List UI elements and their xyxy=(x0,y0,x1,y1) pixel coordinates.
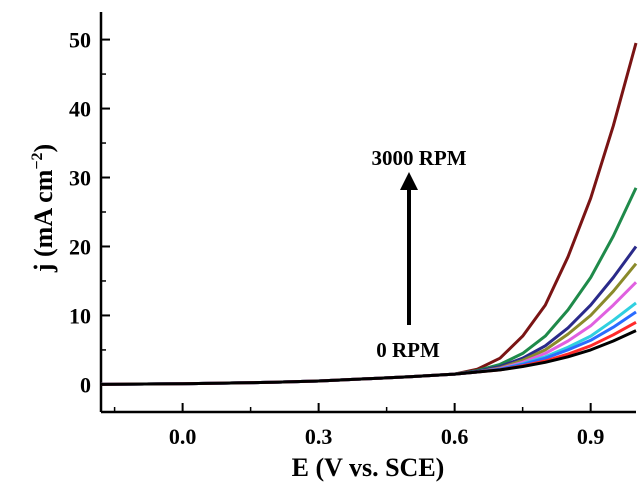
annotation-0-rpm: 0 RPM xyxy=(376,338,440,362)
y-tick-label: 50 xyxy=(69,28,91,53)
y-tick-label: 40 xyxy=(69,97,91,122)
y-tick-label: 10 xyxy=(69,303,91,328)
x-tick-label: 0.6 xyxy=(441,424,469,449)
x-tick-label: 0.0 xyxy=(169,424,197,449)
y-tick-label: 30 xyxy=(69,166,91,191)
series-layer xyxy=(100,42,638,386)
ticks-layer: 0.0 0.3 0.6 0.9 0 10 20 30 40 50 xyxy=(69,28,604,449)
annotation-3000-rpm: 3000 RPM xyxy=(371,146,466,170)
x-tick-label: 0.9 xyxy=(577,424,605,449)
series-line-8 xyxy=(100,42,638,386)
y-axis-title-close: ) xyxy=(29,144,58,153)
y-axis-title-main: j (mA cm xyxy=(29,169,58,273)
series-line-0 xyxy=(100,329,637,386)
y-axis-title: j (mA cm−2) xyxy=(29,144,58,273)
y-tick-label: 0 xyxy=(80,372,91,397)
up-arrow-icon xyxy=(400,172,418,325)
x-axis-title: E (V vs. SCE) xyxy=(292,453,445,482)
y-axis-title-sup: −2 xyxy=(29,153,46,170)
series-line-4 xyxy=(100,281,638,386)
series-line-6 xyxy=(100,245,638,386)
y-tick-label: 20 xyxy=(69,234,91,259)
x-tick-label: 0.3 xyxy=(305,424,333,449)
